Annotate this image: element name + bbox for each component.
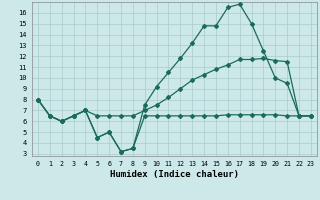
- X-axis label: Humidex (Indice chaleur): Humidex (Indice chaleur): [110, 170, 239, 179]
